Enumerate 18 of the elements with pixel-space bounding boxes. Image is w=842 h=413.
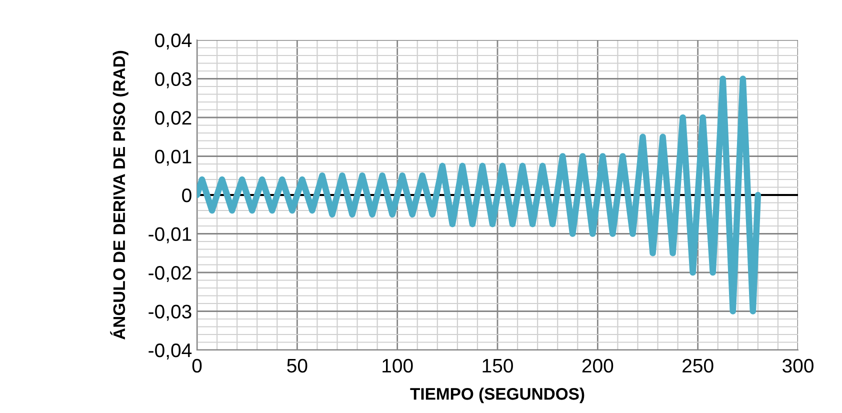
y-tick-label: 0,04	[155, 33, 192, 50]
x-tick-label: 300	[782, 358, 814, 373]
y-tick-label: 0,03	[155, 72, 192, 88]
y-tick-label: 0,02	[155, 110, 192, 128]
x-tick-label: 150	[482, 358, 513, 373]
y-tick-label: 0	[182, 188, 192, 202]
x-tick-label: 0	[192, 358, 202, 373]
x-tick-label: 50	[287, 358, 308, 373]
y-tick-label: -0,04	[148, 343, 192, 360]
y-tick-label: -0,01	[148, 227, 192, 244]
y-tick-label: 0,01	[155, 150, 192, 166]
x-tick-label: 250	[682, 358, 714, 373]
y-axis-title: ÁNGULO DE DERIVA DE PISO (RAD)	[110, 50, 128, 340]
y-tick-label: -0,02	[148, 266, 192, 282]
x-tick-label: 200	[582, 358, 614, 373]
x-axis-title: TIEMPO (SEGUNDOS)	[410, 388, 584, 404]
y-tick-label: -0,03	[148, 304, 192, 321]
x-tick-label: 100	[382, 358, 413, 373]
